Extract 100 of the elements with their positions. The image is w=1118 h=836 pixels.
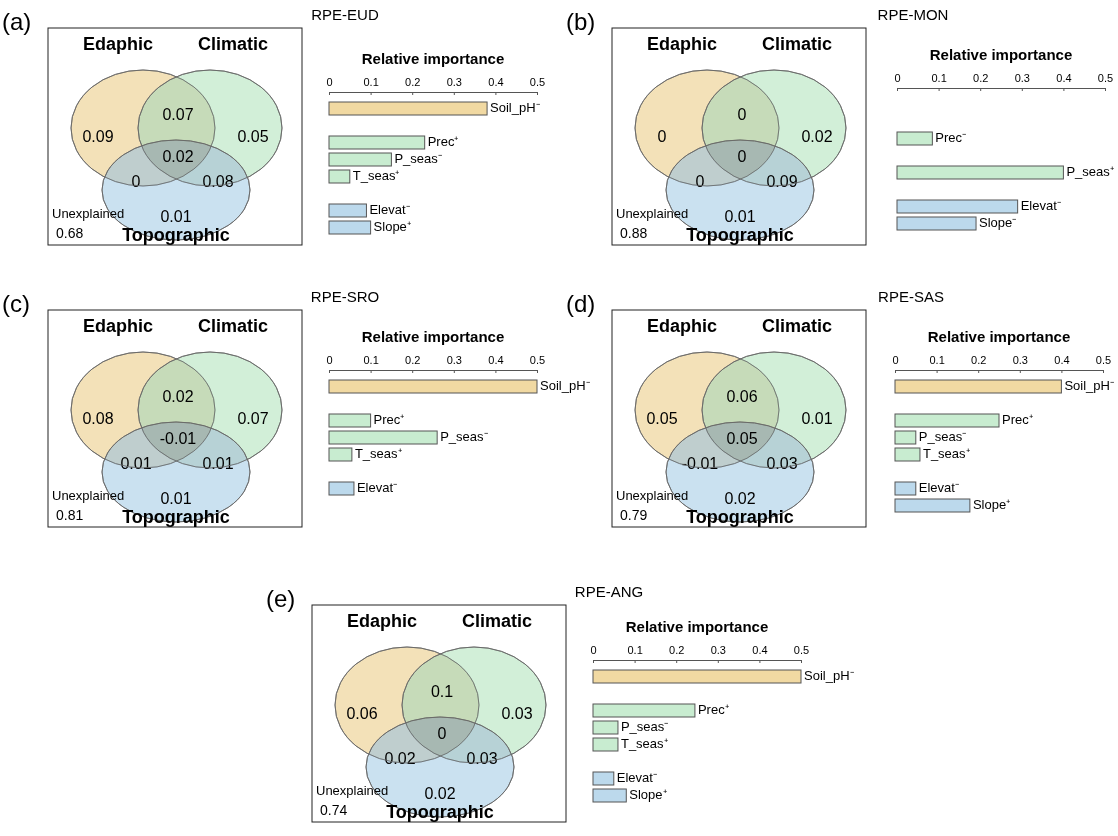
category-label: Climatic	[197, 34, 269, 54]
text: (a)	[2, 8, 32, 35]
bar	[328, 169, 351, 184]
text: 0.1	[430, 683, 454, 701]
text: (c)	[2, 290, 30, 317]
text: 0	[737, 148, 747, 166]
data-label: 0	[737, 106, 747, 124]
x-tick-label: 0	[892, 354, 899, 366]
bar	[328, 430, 438, 445]
text: 0.07	[162, 106, 194, 124]
x-tick-label: 0.5	[529, 354, 546, 366]
y-tick-label: Elevat⁻	[918, 479, 959, 495]
bar	[592, 720, 619, 735]
x-axis-title: Relative importance	[927, 328, 1071, 345]
category-label: Topographic	[686, 225, 794, 245]
text: 0.68	[56, 225, 84, 241]
text: -0.01	[681, 455, 719, 473]
x-tick-label: 0.1	[363, 354, 379, 366]
data-label: 0.02	[801, 128, 833, 146]
x-tick-label: 0.1	[931, 72, 947, 84]
x-tick-label: 0.4	[752, 644, 768, 656]
x-tick-label: 0.4	[1054, 354, 1070, 366]
data-label: 0.06	[346, 705, 378, 723]
y-tick-label: Slope⁺	[629, 786, 667, 802]
text: 0	[437, 725, 447, 743]
data-label: 0.02	[724, 490, 756, 508]
x-tick-label: 0.4	[1056, 72, 1072, 84]
y-tick-label: T_seas⁺	[620, 735, 668, 751]
bar	[328, 152, 392, 167]
text: Unexplained	[52, 206, 125, 221]
y-tick-label: P_seas⁻	[918, 428, 967, 444]
x-tick-label: 0.4	[488, 354, 504, 366]
bar	[328, 203, 367, 218]
x-tick-label: 0.5	[1097, 72, 1114, 84]
bar	[592, 703, 696, 718]
category-label: Climatic	[761, 316, 833, 336]
text: 0.01	[202, 455, 234, 473]
x-tick-label: 0.4	[488, 76, 504, 88]
x-tick-label: 0	[326, 354, 333, 366]
bar	[328, 220, 372, 235]
y-tick-label: Prec⁺	[373, 411, 405, 427]
y-tick-label: Soil_pH⁻	[490, 99, 540, 115]
y-tick-label: Prec⁻	[935, 129, 967, 145]
text: 0.02	[162, 148, 194, 166]
y-tick-label: P_seas⁺	[1066, 163, 1114, 179]
bar	[896, 199, 1019, 214]
y-tick-label: T_seas⁺	[354, 445, 402, 461]
y-tick-label: Slope⁺	[373, 218, 411, 234]
y-tick-label: Slope⁻	[979, 214, 1017, 230]
category-label: Edaphic	[646, 316, 718, 336]
bar	[894, 447, 921, 462]
chart-title: RPE-SRO	[310, 288, 380, 305]
text: Unexplained	[616, 206, 689, 221]
text: (b)	[566, 8, 596, 35]
text: Unexplained	[52, 488, 125, 503]
bar	[328, 135, 426, 150]
text: 0.02	[384, 750, 416, 768]
text: 0.02	[162, 388, 194, 406]
bar	[894, 430, 917, 445]
category-label: Climatic	[761, 34, 833, 54]
bar	[896, 165, 1064, 180]
text: 0.03	[766, 455, 798, 473]
text: Unexplained	[616, 488, 689, 503]
text: 0.09	[766, 173, 798, 191]
x-tick-label: 0.1	[627, 644, 643, 656]
y-tick-label: T_seas⁺	[352, 167, 400, 183]
x-tick-label: 0.5	[529, 76, 546, 88]
chart-title: RPE-ANG	[574, 583, 644, 600]
text: 0.01	[120, 455, 152, 473]
x-tick-label: 0.2	[669, 644, 685, 656]
y-tick-label: Elevat⁻	[1020, 197, 1061, 213]
bar	[592, 669, 802, 684]
data-label: 0.01	[724, 208, 756, 226]
bar	[592, 788, 627, 803]
y-tick-label: P_seas⁻	[620, 718, 669, 734]
text: 0.88	[620, 225, 648, 241]
text: 0.74	[320, 802, 348, 818]
category-label: Climatic	[461, 611, 533, 631]
bar	[592, 771, 615, 786]
category-label: Climatic	[197, 316, 269, 336]
y-tick-label: Prec⁺	[1002, 411, 1033, 427]
y-tick-label: Soil_pH⁻	[540, 377, 590, 393]
text: 0	[695, 173, 705, 191]
text: 0.81	[56, 507, 84, 523]
data-label: 0.05	[237, 128, 269, 146]
text: -0.01	[159, 430, 197, 448]
data-label: 0.01	[160, 490, 192, 508]
bar	[894, 481, 917, 496]
bar	[592, 737, 619, 752]
x-axis-title: Relative importance	[929, 46, 1073, 63]
data-label: 0.01	[160, 208, 192, 226]
y-tick-label: Prec⁺	[427, 133, 459, 149]
y-tick-label: Elevat⁻	[616, 769, 657, 785]
text: 0.05	[726, 430, 758, 448]
x-tick-label: 0.5	[793, 644, 810, 656]
x-tick-label: 0.3	[1012, 354, 1028, 366]
x-tick-label: 0.2	[973, 72, 989, 84]
chart-title: RPE-EUD	[311, 6, 379, 23]
data-label: 0.01	[801, 410, 833, 428]
x-tick-label: 0.3	[1014, 72, 1030, 84]
